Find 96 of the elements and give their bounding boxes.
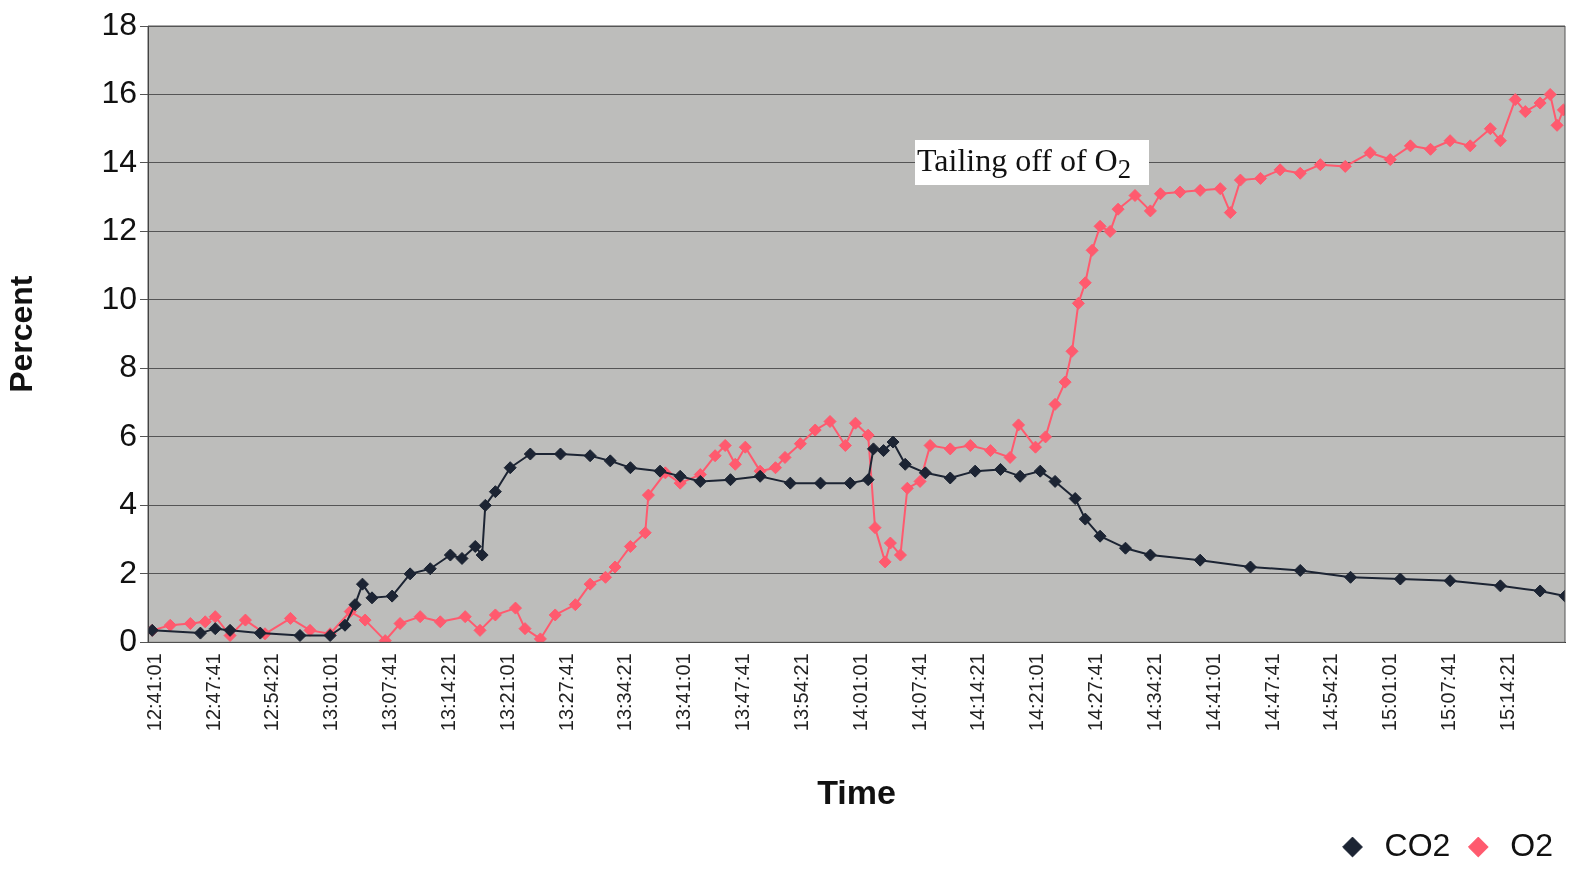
point <box>843 476 857 490</box>
y-tick-label: 18 <box>101 5 137 42</box>
y-tick-label: 14 <box>101 142 137 179</box>
point <box>723 473 737 487</box>
point <box>223 623 237 637</box>
x-tick-label: 14:01:01 <box>848 653 871 732</box>
point <box>603 454 617 468</box>
point <box>877 444 891 458</box>
point <box>1493 579 1507 593</box>
x-tick-label: 13:27:41 <box>554 653 577 732</box>
point <box>423 562 437 576</box>
point <box>443 548 457 562</box>
point <box>338 618 352 632</box>
point <box>385 589 399 603</box>
point <box>554 447 567 461</box>
x-tick-label: 12:41:01 <box>142 653 165 732</box>
y-tick-label: 0 <box>119 622 137 659</box>
x-tick-label: 13:21:01 <box>495 653 518 732</box>
point <box>994 462 1008 476</box>
point <box>1119 541 1132 555</box>
point <box>293 629 307 642</box>
point <box>886 435 900 449</box>
point <box>866 442 880 456</box>
y-tick-label: 2 <box>119 553 137 590</box>
y-tick-label: 8 <box>119 348 137 385</box>
legend-label: O2 <box>1510 826 1553 863</box>
x-tick-label: 13:54:21 <box>789 653 812 732</box>
point <box>968 464 982 478</box>
x-tick-label: 12:47:41 <box>201 653 224 732</box>
point <box>653 464 667 478</box>
x-tick-label: 12:54:21 <box>260 653 283 732</box>
point <box>365 591 379 605</box>
point <box>523 447 537 461</box>
point <box>1093 529 1107 543</box>
point <box>503 461 517 475</box>
point <box>623 461 637 475</box>
x-tick-label: 14:41:01 <box>1201 653 1224 732</box>
point <box>673 469 687 483</box>
point <box>478 498 492 512</box>
x-tick-label: 13:14:21 <box>436 653 459 732</box>
point <box>783 476 797 490</box>
x-tick-label: 13:41:01 <box>672 653 695 732</box>
x-tick-label: 15:07:41 <box>1437 653 1460 732</box>
y-tick-label: 10 <box>101 279 137 316</box>
x-tick-label: 13:34:21 <box>613 653 636 732</box>
point <box>813 476 827 490</box>
point <box>1443 574 1457 588</box>
x-tick-label: 14:47:41 <box>1260 653 1283 732</box>
y-tick-label: 16 <box>101 74 137 111</box>
point <box>898 457 912 471</box>
point <box>861 473 875 487</box>
point <box>355 577 369 591</box>
point <box>1393 572 1407 586</box>
point <box>943 471 957 485</box>
point <box>1293 563 1307 577</box>
x-tick-label: 14:14:21 <box>966 653 989 732</box>
x-tick-label: 15:14:21 <box>1495 653 1518 732</box>
point <box>1533 584 1547 598</box>
x-tick-label: 13:07:41 <box>378 653 401 732</box>
point <box>1143 548 1157 562</box>
y-tick-label: 4 <box>119 485 137 522</box>
x-tick-label: 14:54:21 <box>1319 653 1342 732</box>
x-tick-label: 13:47:41 <box>731 653 754 732</box>
point <box>1078 512 1092 526</box>
point <box>1344 570 1358 584</box>
y-tick-label: 6 <box>119 416 137 453</box>
point <box>455 551 469 565</box>
point <box>253 626 267 640</box>
point <box>1033 464 1047 478</box>
point <box>583 449 597 463</box>
point <box>1193 553 1207 567</box>
y-tick-label: 12 <box>101 211 137 248</box>
point <box>1013 469 1027 483</box>
point <box>1048 474 1062 488</box>
point <box>348 598 362 612</box>
x-tick-label: 13:01:01 <box>319 653 342 732</box>
x-tick-label: 15:01:01 <box>1378 653 1401 732</box>
point <box>208 622 222 636</box>
x-tick-label: 14:34:21 <box>1142 653 1165 732</box>
legend-label: CO2 <box>1384 826 1451 863</box>
x-tick-label: 14:07:41 <box>907 653 930 732</box>
annotation: Tailing off of O$_{2}$ <box>915 140 1150 186</box>
point <box>475 548 489 562</box>
x-axis-title: Time <box>817 772 896 811</box>
point <box>403 567 417 581</box>
point <box>1068 492 1082 506</box>
point <box>193 626 207 640</box>
point <box>693 474 707 488</box>
point <box>1243 560 1257 574</box>
x-tick-label: 14:21:01 <box>1025 653 1048 732</box>
x-tick-label: 14:27:41 <box>1084 653 1107 732</box>
point <box>468 539 482 553</box>
y-axis-title: Percent <box>3 275 40 393</box>
point <box>488 485 502 499</box>
point <box>753 469 767 483</box>
point <box>918 466 932 480</box>
